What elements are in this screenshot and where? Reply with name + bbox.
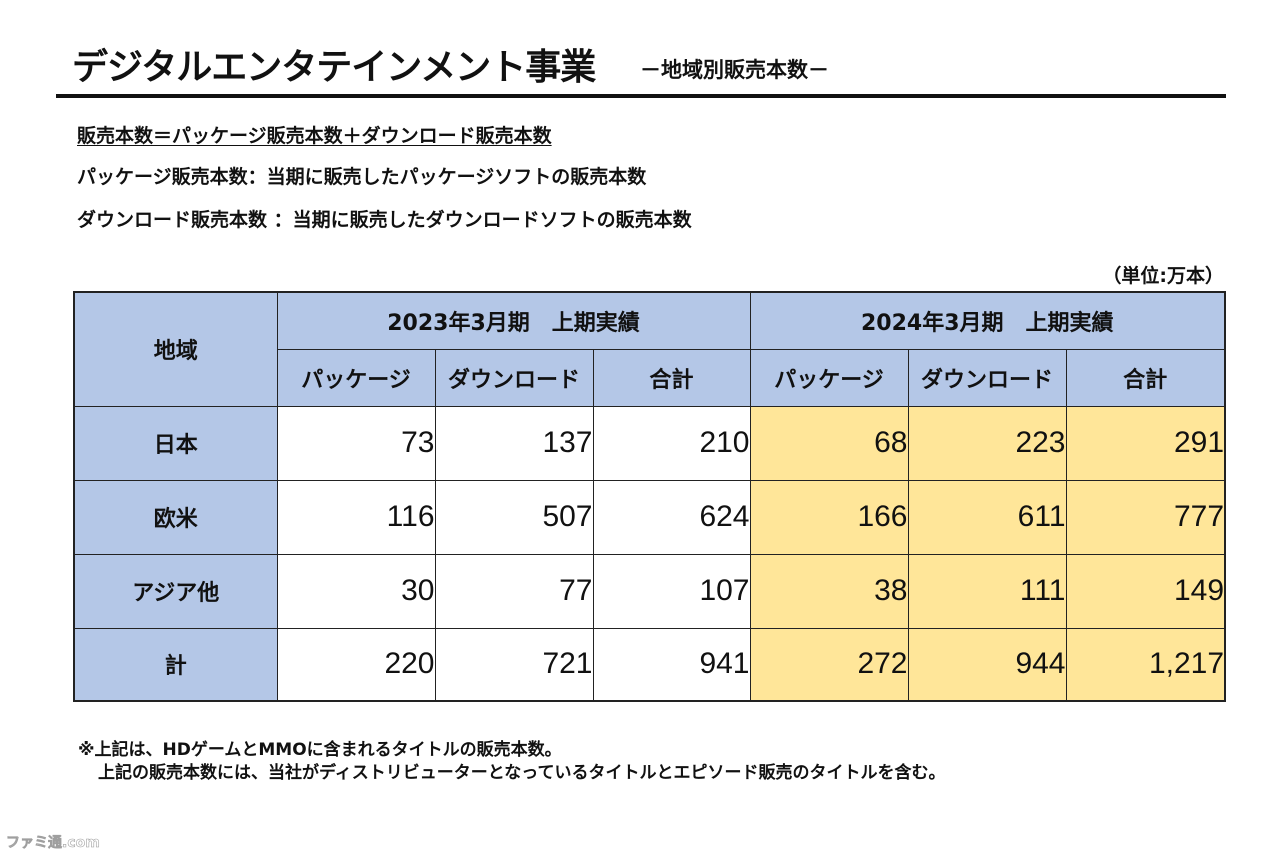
table-cell: 116: [276, 479, 436, 555]
table-cell: 291: [1065, 405, 1226, 481]
row-label: アジア他: [73, 553, 278, 629]
definition-download: ダウンロード販売本数 ：当期に販売したダウンロードソフトの販売本数: [77, 209, 692, 231]
table-row-total: 計 220 721 941 272 944 1,217: [73, 627, 1226, 702]
row-label: 計: [73, 627, 278, 702]
column-header: パッケージ: [276, 348, 436, 407]
sales-table: 地域 2023年3月期 上期実績 2024年3月期 上期実績 パッケージ ダウン…: [73, 291, 1227, 702]
table-cell: 107: [592, 553, 751, 629]
period-header-2024: 2024年3月期 上期実績: [749, 291, 1226, 350]
definition-total: 販売本数＝パッケージ販売本数＋ダウンロード販売本数: [77, 125, 552, 147]
table-row-west: 欧米 116 507 624 166 611 777: [73, 479, 1226, 555]
column-header: ダウンロード: [434, 348, 594, 407]
table-cell: 38: [749, 553, 909, 629]
table-cell: 210: [592, 405, 751, 481]
table-cell: 220: [276, 627, 436, 702]
table-row-asia: アジア他 30 77 107 38 111 149: [73, 553, 1226, 629]
row-label: 欧米: [73, 479, 278, 555]
unit-note: （単位:万本）: [1102, 265, 1224, 287]
table-cell: 941: [592, 627, 751, 702]
table-cell: 944: [907, 627, 1067, 702]
table-row-japan: 日本 73 137 210 68 223 291: [73, 405, 1226, 481]
watermark-logo: ファミ通.com: [6, 835, 100, 852]
table-cell: 77: [434, 553, 594, 629]
table-cell: 777: [1065, 479, 1226, 555]
column-header: パッケージ: [749, 348, 909, 407]
column-header: ダウンロード: [907, 348, 1067, 407]
table-cell: 507: [434, 479, 594, 555]
footnote: ※上記は、HDゲームとMMOに含まれるタイトルの販売本数。: [78, 740, 562, 760]
table-cell: 611: [907, 479, 1067, 555]
table-cell: 624: [592, 479, 751, 555]
definition-package: パッケージ販売本数：当期に販売したパッケージソフトの販売本数: [77, 166, 647, 188]
table-cell: 272: [749, 627, 909, 702]
page-title: デジタルエンタテインメント事業: [72, 47, 596, 88]
table-cell: 137: [434, 405, 594, 481]
table-cell: 166: [749, 479, 909, 555]
table-cell: 68: [749, 405, 909, 481]
table-cell: 30: [276, 553, 436, 629]
table-cell: 223: [907, 405, 1067, 481]
table-cell: 73: [276, 405, 436, 481]
title-divider: [56, 94, 1226, 98]
table-cell: 111: [907, 553, 1067, 629]
region-header: 地域: [73, 291, 278, 407]
table-subheader-row: パッケージ ダウンロード 合計 パッケージ ダウンロード 合計: [74, 348, 1226, 407]
column-header: 合計: [1065, 348, 1226, 407]
table-cell: 149: [1065, 553, 1226, 629]
period-header-2023: 2023年3月期 上期実績: [276, 291, 751, 350]
page-subtitle: －地域別販売本数－: [640, 58, 829, 82]
table-cell: 1,217: [1065, 627, 1226, 702]
table-header-row: 地域 2023年3月期 上期実績 2024年3月期 上期実績: [73, 291, 1226, 407]
footnote: 上記の販売本数には、当社がディストリビューターとなっているタイトルとエピソード販…: [98, 763, 946, 783]
row-label: 日本: [73, 405, 278, 481]
table-cell: 721: [434, 627, 594, 702]
column-header: 合計: [592, 348, 751, 407]
